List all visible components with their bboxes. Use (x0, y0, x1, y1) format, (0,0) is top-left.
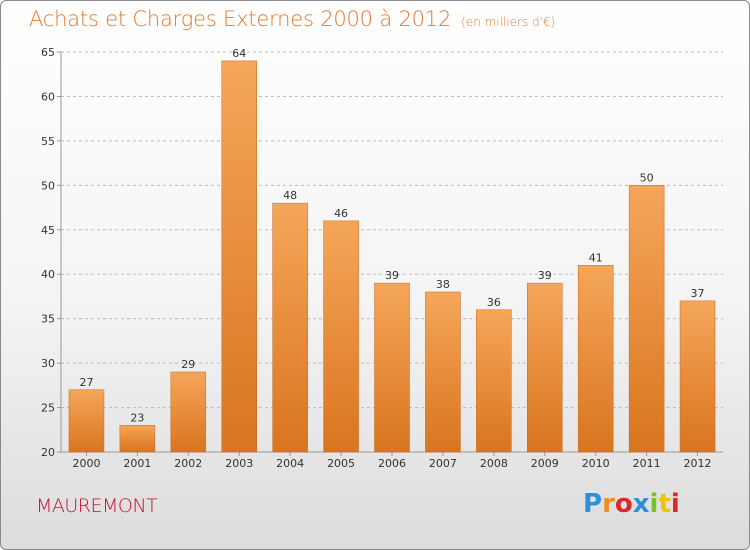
logo-letter: i (670, 489, 680, 519)
x-tick-label-2012: 2012 (684, 457, 712, 470)
y-tick-label: 45 (41, 224, 55, 237)
x-tick-label-2002: 2002 (174, 457, 202, 470)
bar-2012 (679, 300, 716, 453)
data-label-2003: 64 (232, 47, 246, 60)
x-tick-label-2007: 2007 (429, 457, 457, 470)
y-tick-label: 55 (41, 135, 55, 148)
bar-2009 (527, 282, 563, 453)
commune-name: MAUREMONT (36, 495, 158, 517)
bar-2006 (374, 282, 410, 453)
logo-letter: r (602, 489, 615, 519)
data-label-2002: 29 (181, 358, 195, 371)
data-label-2000: 27 (79, 376, 93, 389)
x-tick-label-2009: 2009 (531, 457, 559, 470)
x-tick-label-2008: 2008 (480, 457, 508, 470)
bar-2007 (425, 291, 461, 453)
bar-2005 (323, 220, 359, 453)
data-labels: 27 23 29 64 48 46 39 38 36 39 41 50 37 (79, 47, 704, 424)
x-tick-label-2003: 2003 (225, 457, 253, 470)
y-tick-label: 20 (41, 446, 55, 459)
chart-unit: (en milliers d'€) (461, 15, 556, 29)
y-tick-label: 25 (41, 402, 55, 415)
y-tick-label: 50 (41, 179, 55, 192)
data-label-2008: 36 (487, 296, 501, 309)
bar-2001 (119, 425, 156, 453)
logo-letter: o (614, 489, 633, 519)
logo-letter: x (632, 489, 650, 519)
bar-2004 (272, 202, 308, 453)
data-label-2012: 37 (691, 287, 705, 300)
x-tick-label-2011: 2011 (633, 457, 661, 470)
data-label-2007: 38 (436, 278, 450, 291)
bar-2002 (170, 371, 207, 453)
bar-2010 (577, 265, 614, 453)
y-tick-label: 65 (41, 46, 55, 59)
x-tick-label-2006: 2006 (378, 457, 406, 470)
x-tick-label-2004: 2004 (276, 457, 304, 470)
logo-letter: t (658, 489, 671, 519)
data-label-2005: 46 (334, 207, 348, 220)
x-tick-label-2000: 2000 (72, 457, 100, 470)
y-tick-label: 60 (41, 90, 55, 103)
x-tick-label-2005: 2005 (327, 457, 355, 470)
y-tick-label: 35 (41, 313, 55, 326)
bar-2003 (221, 60, 257, 453)
data-label-2006: 39 (385, 269, 399, 282)
data-label-2009: 39 (538, 269, 552, 282)
bar-2011 (628, 185, 665, 453)
y-tick-label: 30 (41, 357, 55, 370)
bar-2008 (476, 309, 512, 453)
data-label-2010: 41 (589, 251, 603, 264)
bar-2000 (68, 389, 105, 453)
chart-title: Achats et Charges Externes 2000 à 2012 (e… (29, 7, 555, 31)
data-label-2011: 50 (640, 171, 654, 184)
x-tick-label-2001: 2001 (123, 457, 151, 470)
data-label-2001: 23 (130, 411, 144, 424)
logo-letter: P (583, 489, 603, 519)
logo-letter: i (649, 489, 659, 519)
x-tick-label-2010: 2010 (582, 457, 610, 470)
y-tick-label: 40 (41, 268, 55, 281)
proxiti-logo[interactable]: Proxiti (583, 489, 680, 519)
bars (68, 60, 716, 453)
data-label-2004: 48 (283, 189, 297, 202)
chart-title-main: Achats et Charges Externes 2000 à 2012 (29, 7, 452, 31)
